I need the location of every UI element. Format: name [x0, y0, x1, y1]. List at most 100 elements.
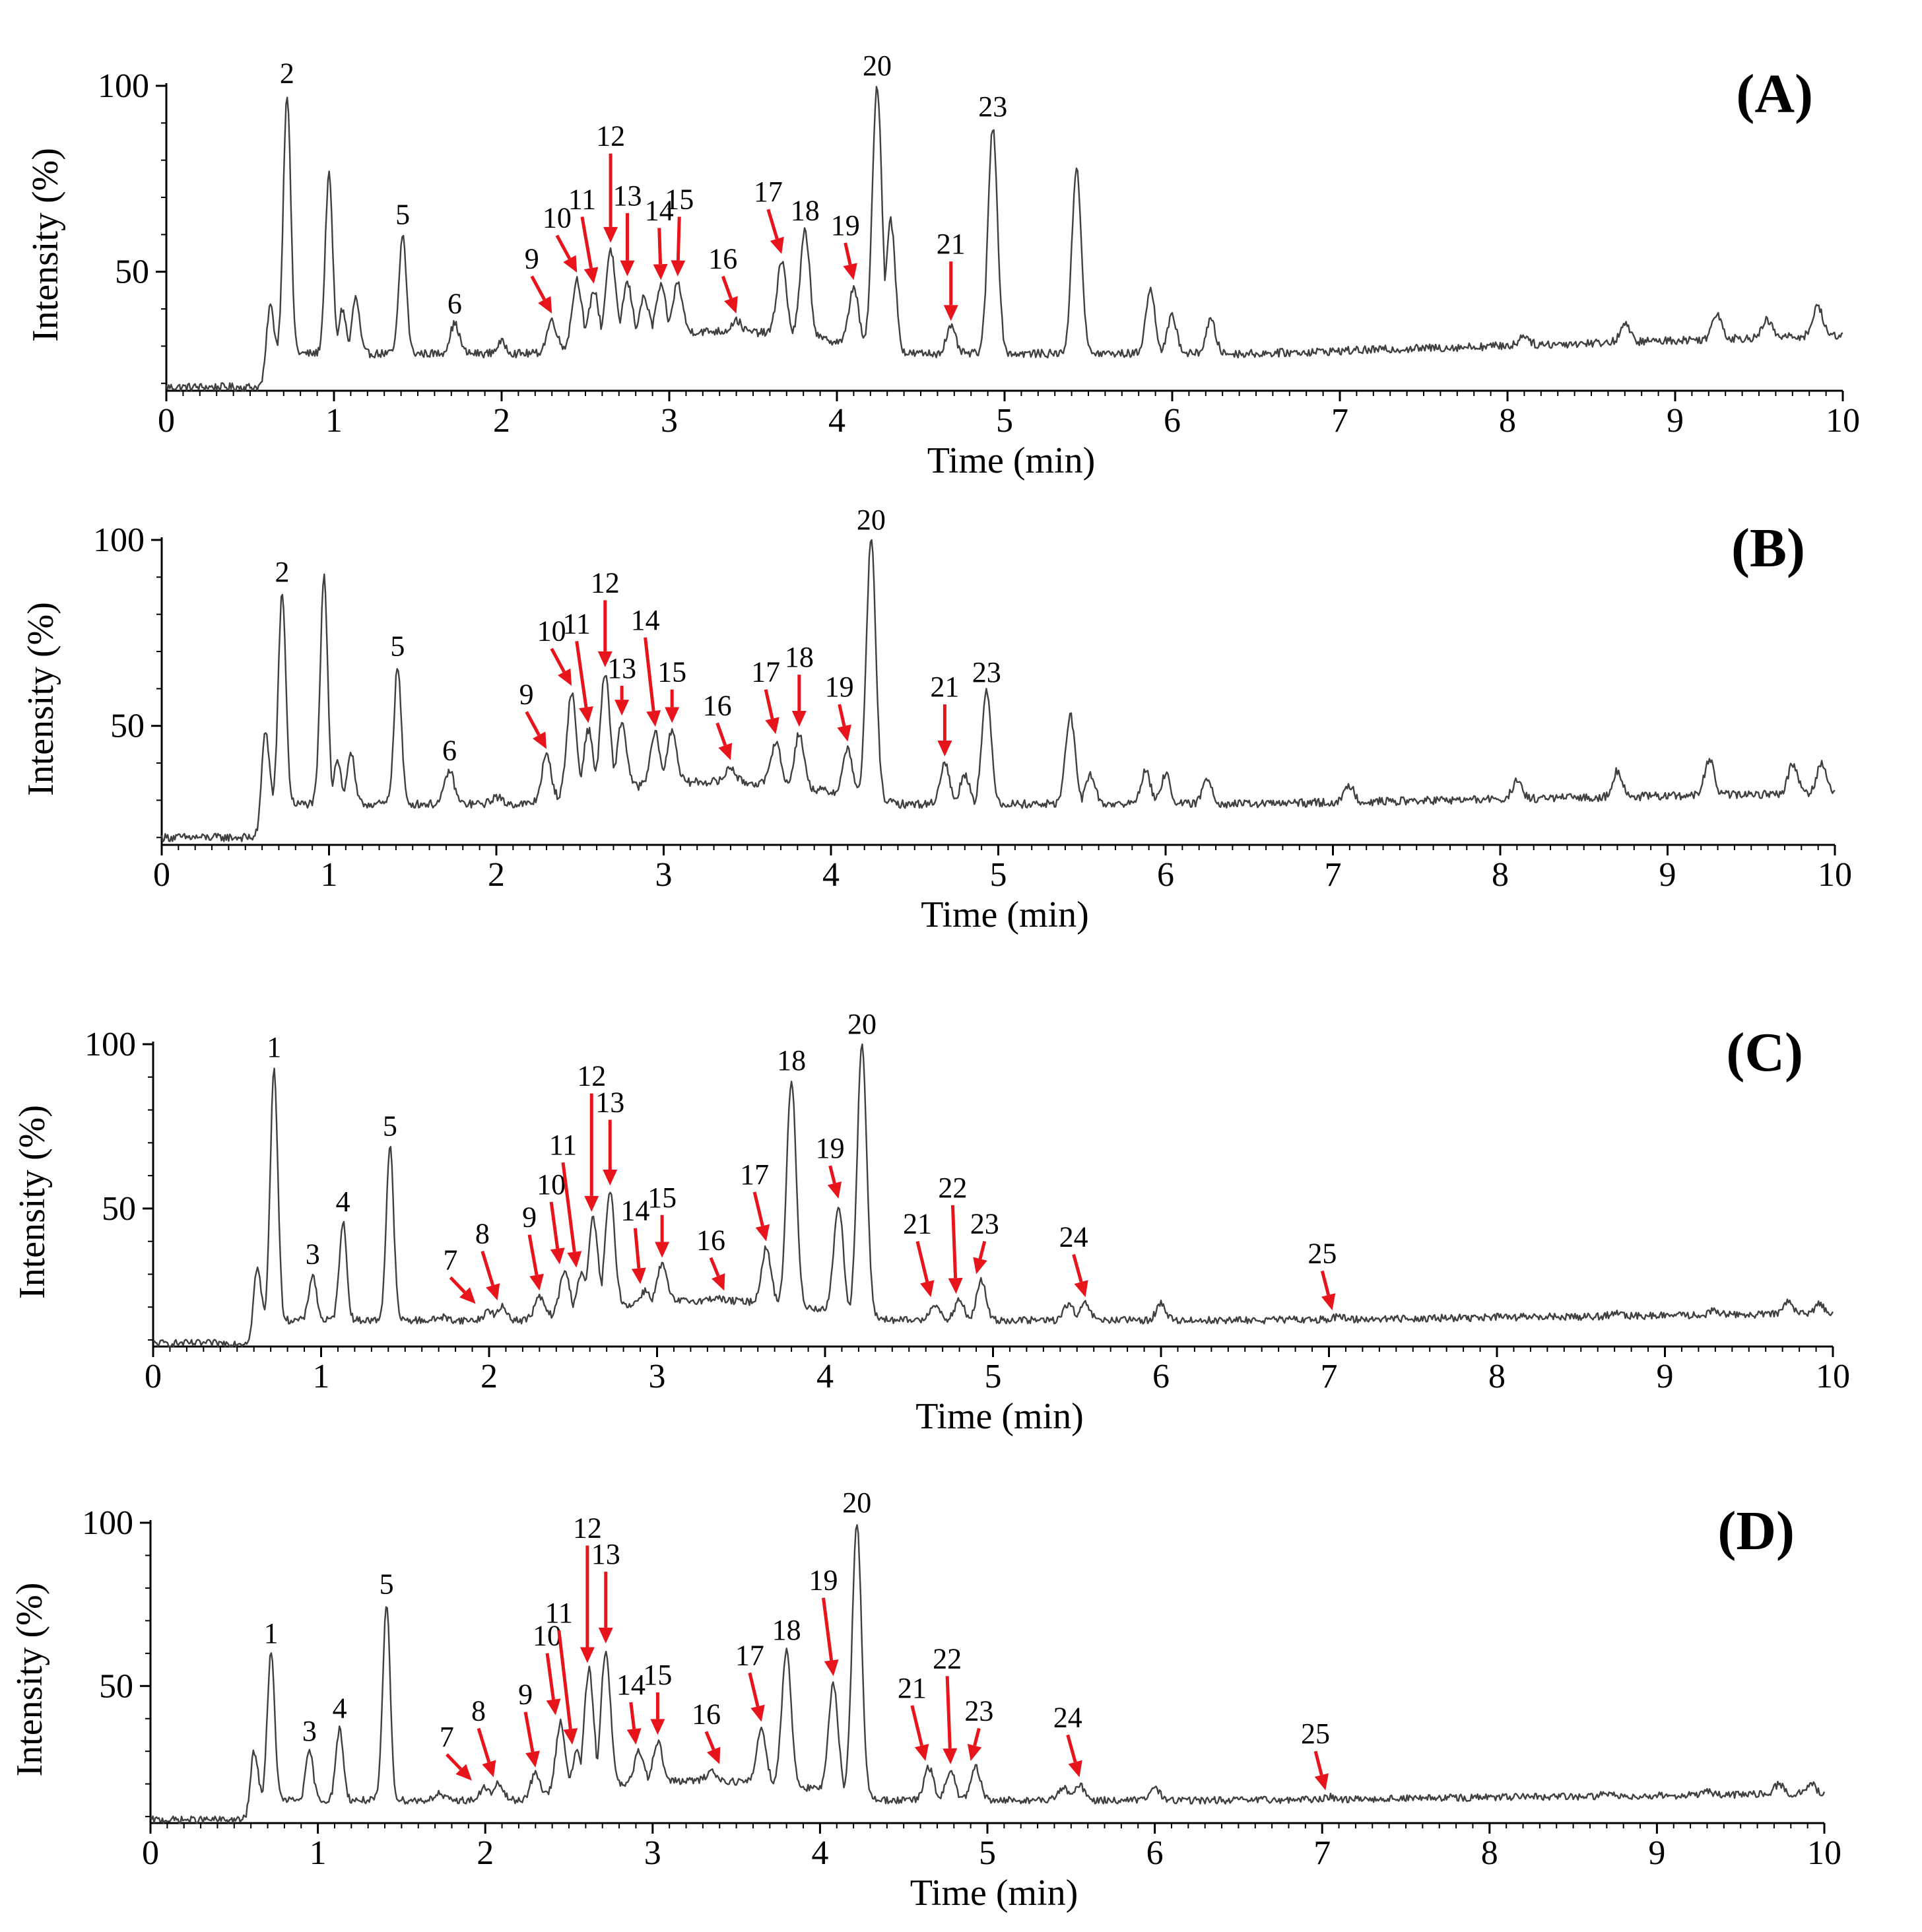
peak-arrow-25	[1313, 1750, 1323, 1776]
peak-label-23: 23	[978, 90, 1007, 123]
peak-arrow-11	[557, 1630, 572, 1729]
peak-label-2: 2	[275, 556, 290, 588]
peak-arrowhead-22	[943, 1748, 958, 1764]
peak-arrowhead-17	[770, 236, 784, 254]
peak-label-23: 23	[970, 1208, 999, 1240]
peak-arrowhead-23	[967, 1743, 982, 1761]
peak-label-5: 5	[395, 198, 410, 230]
peak-label-1: 1	[267, 1031, 281, 1063]
peak-arrowhead-13	[603, 1170, 618, 1186]
peak-label-9: 9	[518, 1679, 533, 1711]
peak-arrow-14	[657, 228, 663, 265]
x-tick-label: 5	[985, 1358, 1002, 1395]
peak-label-18: 18	[777, 1044, 806, 1077]
peak-arrowhead-21	[937, 741, 952, 757]
peak-arrow-24	[1072, 1253, 1083, 1282]
peak-arrowhead-24	[1068, 1760, 1082, 1778]
peak-label-18: 18	[785, 641, 814, 673]
peak-arrowhead-11	[563, 1728, 578, 1745]
peak-arrow-17	[764, 689, 774, 719]
peak-arrow-19	[838, 704, 846, 727]
peak-arrowhead-17	[755, 1224, 770, 1242]
y-tick-label: 50	[110, 708, 145, 745]
peak-arrow-16	[721, 275, 733, 300]
panel-label: (D)	[1717, 1500, 1795, 1562]
peak-arrow-14	[633, 1228, 641, 1269]
peak-arrow-25	[1320, 1270, 1331, 1296]
x-tick-label: 7	[1321, 1358, 1338, 1395]
peak-arrowhead-11	[583, 267, 599, 284]
peak-arrowhead-12	[603, 226, 618, 243]
x-axis-title: Time (min)	[910, 1873, 1078, 1914]
x-tick-label: 10	[1818, 856, 1852, 894]
peak-label-15: 15	[665, 183, 694, 215]
peak-label-22: 22	[933, 1642, 962, 1675]
peak-arrowhead-15	[671, 260, 686, 277]
peak-label-15: 15	[657, 656, 686, 688]
peak-arrowhead-14	[646, 710, 661, 727]
peak-label-16: 16	[692, 1698, 721, 1730]
peak-arrowhead-21	[914, 1744, 929, 1761]
peak-label-20: 20	[847, 1008, 877, 1040]
peak-arrowhead-16	[712, 1273, 725, 1291]
chromatogram-trace	[160, 539, 1836, 843]
chromatogram-trace	[165, 86, 1843, 392]
peak-arrowhead-19	[824, 1659, 839, 1677]
peak-label-10: 10	[537, 615, 566, 648]
peak-label-11: 11	[549, 1129, 577, 1161]
x-tick-label: 3	[644, 1834, 661, 1872]
peak-label-7: 7	[443, 1244, 457, 1276]
x-tick-label: 9	[1657, 1358, 1674, 1395]
peak-arrowhead-16	[706, 1747, 721, 1764]
peak-arrowhead-10	[546, 1698, 561, 1715]
x-tick-label: 8	[1481, 1834, 1498, 1872]
peak-arrow-23	[973, 1727, 981, 1747]
peak-label-10: 10	[537, 1168, 566, 1201]
peak-arrowhead-17	[765, 717, 779, 735]
peak-label-16: 16	[696, 1224, 725, 1257]
peak-label-21: 21	[903, 1208, 932, 1240]
peak-label-10: 10	[543, 202, 572, 234]
x-tick-label: 7	[1313, 1834, 1331, 1872]
peak-label-13: 13	[607, 652, 636, 684]
peak-arrowhead-25	[1314, 1773, 1329, 1791]
peak-label-21: 21	[898, 1672, 927, 1704]
peak-arrow-8	[477, 1727, 491, 1763]
peak-arrowhead-15	[650, 1719, 665, 1735]
x-tick-label: 0	[158, 402, 175, 440]
peak-arrowhead-10	[557, 668, 572, 686]
x-tick-label: 9	[1667, 402, 1684, 440]
y-tick-label: 100	[93, 521, 145, 559]
peak-arrowhead-14	[653, 263, 668, 281]
peak-label-20: 20	[842, 1486, 871, 1519]
peak-label-14: 14	[616, 1669, 646, 1701]
peak-arrowhead-16	[724, 296, 738, 314]
peak-label-23: 23	[964, 1694, 993, 1727]
x-tick-label: 1	[325, 402, 343, 440]
peak-arrowhead-19	[827, 1181, 842, 1199]
panel-label: (A)	[1736, 63, 1813, 125]
y-tick-label: 50	[102, 1190, 136, 1228]
peak-label-4: 4	[336, 1185, 350, 1218]
peak-label-14: 14	[620, 1195, 649, 1227]
peak-label-10: 10	[533, 1620, 562, 1652]
x-axis-title: Time (min)	[915, 1396, 1084, 1437]
peak-label-24: 24	[1053, 1701, 1082, 1733]
peak-label-11: 11	[562, 607, 590, 640]
x-axis-title: Time (min)	[927, 440, 1096, 481]
peak-arrow-17	[766, 209, 779, 240]
peak-label-17: 17	[740, 1158, 769, 1191]
x-tick-label: 9	[1659, 856, 1676, 894]
x-tick-label: 10	[1807, 1834, 1841, 1872]
peak-label-12: 12	[573, 1512, 602, 1545]
peak-arrowhead-24	[1074, 1280, 1088, 1298]
peak-arrow-19	[828, 1165, 836, 1184]
x-tick-label: 4	[828, 402, 845, 440]
peak-label-13: 13	[591, 1538, 620, 1570]
peak-label-15: 15	[647, 1182, 677, 1214]
peak-arrowhead-22	[948, 1277, 963, 1294]
peak-arrow-10	[545, 1653, 555, 1700]
